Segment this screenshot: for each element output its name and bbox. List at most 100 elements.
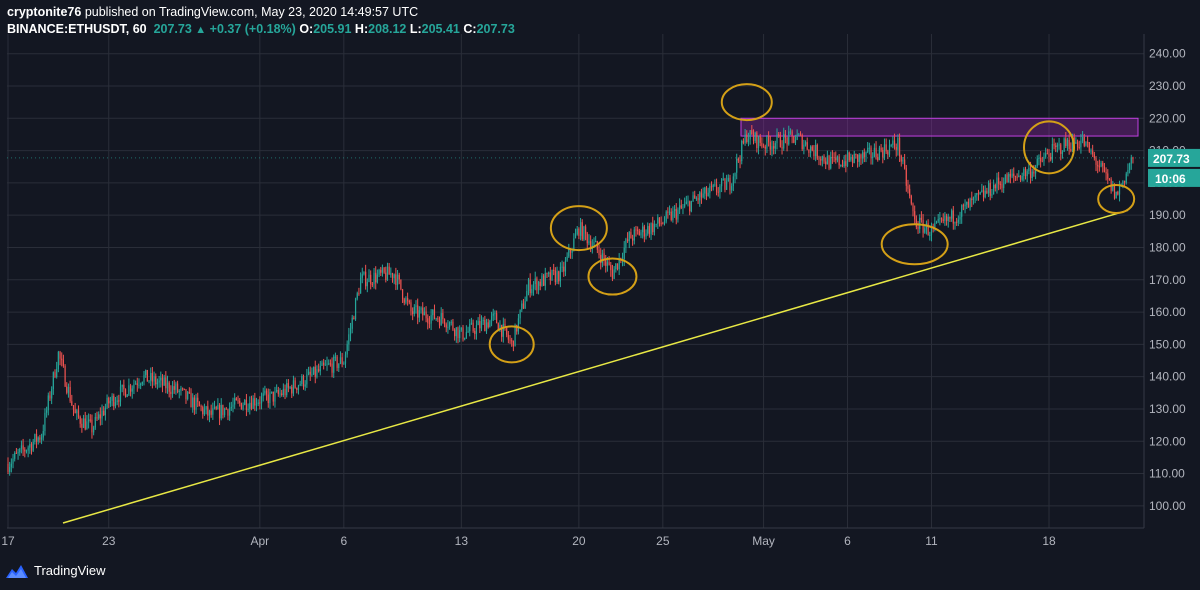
candle-up	[1085, 141, 1087, 146]
candle-down	[391, 273, 394, 279]
candle-down	[146, 369, 148, 382]
candle-down	[694, 195, 696, 199]
price-axis: 240.00230.00220.00210.00200.00190.00180.…	[7, 34, 1186, 529]
candle-down	[81, 423, 83, 428]
candle-up	[376, 274, 378, 283]
x-tick-label: 11	[925, 534, 938, 548]
candle-up	[490, 315, 493, 321]
candle-down	[1048, 153, 1050, 157]
candle-up	[141, 381, 143, 385]
candle-up	[815, 144, 817, 157]
candle-up	[166, 382, 169, 389]
candle-up	[974, 195, 976, 198]
candle-down	[59, 351, 61, 359]
candle-up	[719, 186, 721, 193]
candle-down	[898, 137, 901, 157]
candle-up	[1129, 163, 1131, 170]
author-name[interactable]: cryptonite76	[7, 5, 82, 19]
candle-up	[111, 395, 113, 401]
candle-up	[984, 190, 986, 198]
candle-up	[10, 463, 12, 468]
chart-header: cryptonite76 published on TradingView.co…	[7, 4, 515, 39]
candle-up	[601, 253, 603, 264]
candle-up	[415, 305, 417, 308]
candle-down	[225, 408, 227, 410]
candle-down	[284, 388, 286, 396]
candle-down	[870, 147, 872, 158]
candle-up	[128, 385, 130, 395]
candle-up	[351, 317, 353, 329]
y-tick-label: 110.00	[1149, 467, 1185, 481]
candle-down	[183, 388, 185, 390]
published-text: published on TradingView.com, May 23, 20…	[81, 5, 419, 19]
candle-down	[746, 134, 748, 143]
candle-down	[536, 278, 538, 291]
candle-down	[1070, 148, 1072, 151]
candle-up	[469, 323, 471, 332]
candle-down	[1050, 156, 1052, 160]
candle-down	[779, 134, 781, 148]
candle-up	[104, 407, 106, 416]
candle-down	[1068, 139, 1070, 149]
candle-up	[192, 397, 194, 408]
candle-up	[328, 363, 330, 365]
candle-up	[386, 266, 389, 281]
candle-up	[447, 326, 449, 328]
candle-up	[789, 131, 792, 133]
candle-down	[563, 266, 565, 272]
candle-down	[833, 157, 835, 159]
candle-up	[32, 441, 34, 451]
candle-up	[260, 396, 263, 404]
candle-up	[1130, 157, 1132, 164]
candle-up	[821, 156, 823, 161]
candle-down	[724, 178, 726, 190]
highlight-circle	[1023, 120, 1076, 175]
candle-up	[304, 384, 306, 387]
candle-down	[581, 222, 583, 240]
candle-down	[762, 146, 765, 148]
candle-up	[1061, 151, 1064, 154]
candle-up	[929, 234, 931, 236]
candle-up	[269, 392, 271, 404]
candle-down	[136, 383, 138, 385]
candle-up	[1021, 175, 1023, 180]
tradingview-logo[interactable]: TradingView	[6, 563, 106, 578]
candle-up	[623, 247, 625, 260]
candle-down	[388, 266, 390, 275]
candle-down	[79, 416, 81, 424]
candle-down	[1055, 145, 1057, 148]
candle-up	[420, 307, 422, 311]
symbol-label[interactable]: BINANCE:ETHUSDT, 60	[7, 22, 147, 36]
candle-down	[479, 320, 481, 329]
candle-down	[302, 376, 305, 387]
candle-down	[887, 151, 889, 155]
candle-up	[727, 177, 729, 182]
candle-down	[427, 318, 429, 323]
candle-down	[739, 160, 741, 162]
candle-down	[578, 228, 580, 236]
candle-down	[667, 211, 669, 213]
candle-up	[223, 408, 226, 416]
candle-down	[385, 272, 387, 281]
y-tick-label: 170.00	[1149, 273, 1186, 287]
candles	[7, 125, 1134, 476]
time-badge: 10:06	[1155, 172, 1186, 186]
candle-down	[759, 136, 761, 143]
candle-up	[213, 406, 216, 409]
candle-down	[942, 219, 944, 221]
candle-up	[574, 234, 577, 239]
candle-up	[326, 363, 328, 365]
candle-up	[798, 134, 800, 136]
candle-up	[502, 323, 504, 337]
candle-up	[527, 279, 530, 292]
candle-up	[1081, 137, 1084, 141]
candle-down	[15, 452, 17, 454]
candle-up	[17, 452, 19, 454]
candle-down	[287, 383, 290, 388]
candle-up	[551, 269, 553, 281]
candle-up	[46, 410, 48, 413]
candle-down	[611, 270, 614, 279]
candle-down	[193, 397, 195, 410]
candle-down	[752, 134, 755, 141]
